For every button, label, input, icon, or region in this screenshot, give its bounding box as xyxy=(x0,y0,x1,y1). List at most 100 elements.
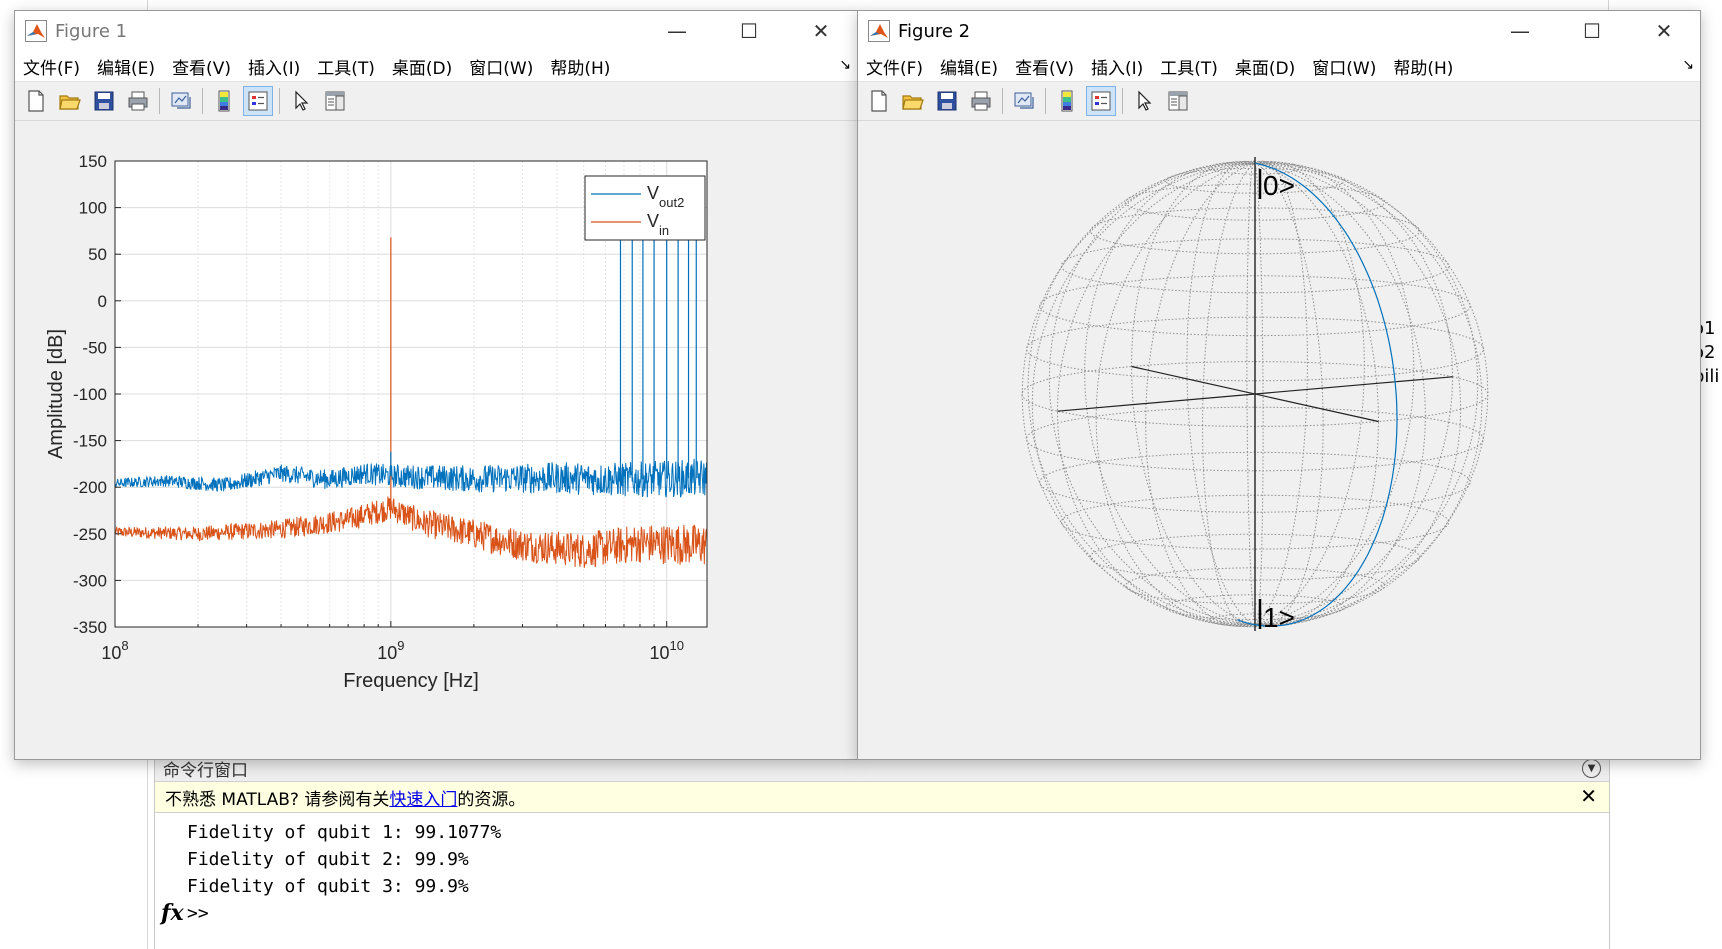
legend-button[interactable] xyxy=(1086,86,1116,116)
dock-icon[interactable]: ↘ xyxy=(839,57,851,73)
save-button[interactable] xyxy=(89,86,119,116)
x-axis-label: Frequency [Hz] xyxy=(343,670,479,692)
figure-1-titlebar[interactable]: Figure 1 — ☐ ✕ xyxy=(15,11,857,51)
y-tick-label: -150 xyxy=(73,432,107,451)
minimize-button[interactable]: — xyxy=(1510,19,1530,43)
latitude-line xyxy=(1208,160,1302,175)
y-tick-label: -50 xyxy=(82,338,107,357)
longitude-line xyxy=(1145,161,1365,627)
figure-2-titlebar[interactable]: Figure 2 — ☐ ✕ xyxy=(858,11,1700,51)
open-file-button[interactable] xyxy=(55,86,85,116)
colorbar-icon xyxy=(218,90,230,112)
close-icon[interactable]: ✕ xyxy=(1580,784,1597,808)
menu-edit[interactable]: 编辑(E) xyxy=(940,58,999,79)
menu-view[interactable]: 查看(V) xyxy=(1015,58,1074,79)
menu-window[interactable]: 窗口(W) xyxy=(469,58,534,79)
close-button[interactable]: ✕ xyxy=(1655,19,1673,43)
chevron-down-icon[interactable]: ▼ xyxy=(1582,759,1601,778)
link-plot-icon xyxy=(1014,92,1034,109)
command-prompt[interactable]: >> xyxy=(187,903,209,924)
command-window[interactable]: 命令行窗口 ▼ 不熟悉 MATLAB? 请参阅有关 快速入门 的资源。 ✕ Fide… xyxy=(154,755,1610,949)
latitude-line xyxy=(1125,183,1385,221)
menu-desktop[interactable]: 桌面(D) xyxy=(391,58,453,79)
open-file-icon xyxy=(59,95,81,110)
longitude-line xyxy=(1095,161,1415,627)
close-button[interactable]: ✕ xyxy=(812,19,830,43)
menu-file[interactable]: 文件(F) xyxy=(866,58,924,79)
window-title: Figure 1 xyxy=(55,20,128,42)
minimize-button[interactable]: — xyxy=(667,19,687,43)
save-icon xyxy=(937,91,957,111)
y-axis-label: Amplitude [dB] xyxy=(45,329,67,459)
pointer-button[interactable] xyxy=(286,86,316,116)
print-icon xyxy=(128,91,148,111)
output-line: Fidelity of qubit 3: 99.9% xyxy=(187,876,469,897)
figure-2-canvas[interactable]: 0> 1> xyxy=(858,121,1700,759)
colorbar-icon xyxy=(1061,90,1073,112)
series-0-line xyxy=(114,458,708,498)
command-window-title: 命令行窗口 xyxy=(163,760,248,781)
print-icon xyxy=(971,91,991,111)
property-editor-icon xyxy=(1168,91,1188,111)
maximize-button[interactable]: ☐ xyxy=(740,19,758,43)
menu-tools[interactable]: 工具(T) xyxy=(1160,58,1218,79)
ket-zero-label: 0> xyxy=(1263,170,1295,201)
property-editor-button[interactable] xyxy=(1163,86,1193,116)
new-figure-icon xyxy=(871,90,887,112)
pointer-button[interactable] xyxy=(1129,86,1159,116)
longitude-line xyxy=(1056,162,1454,626)
figure-2-window[interactable]: Figure 2 — ☐ ✕ 文件(F) 编辑(E) 查看(V) 插入(I) 工… xyxy=(857,10,1701,760)
maximize-button[interactable]: ☐ xyxy=(1583,19,1601,43)
series-1-line xyxy=(114,496,708,568)
menu-help[interactable]: 帮助(H) xyxy=(550,58,611,79)
y-tick-label: -250 xyxy=(73,525,107,544)
dock-icon[interactable]: ↘ xyxy=(1682,57,1694,73)
state-trajectory xyxy=(1236,162,1398,627)
banner-suffix: 的资源。 xyxy=(457,789,526,810)
y-tick-label: 100 xyxy=(79,199,107,218)
menu-edit[interactable]: 编辑(E) xyxy=(97,58,156,79)
menu-insert[interactable]: 插入(I) xyxy=(247,58,301,79)
pointer-icon xyxy=(1138,90,1152,111)
quick-start-link[interactable]: 快速入门 xyxy=(389,789,458,810)
longitude-line xyxy=(1202,160,1308,628)
figure-toolbar xyxy=(858,82,1700,121)
new-figure-button[interactable] xyxy=(864,86,894,116)
legend-button[interactable] xyxy=(243,86,273,116)
latitude-line xyxy=(1025,406,1485,472)
print-button[interactable] xyxy=(123,86,153,116)
menu-help[interactable]: 帮助(H) xyxy=(1393,58,1454,79)
y-tick-label: -300 xyxy=(73,571,107,590)
colorbar-button[interactable] xyxy=(1052,86,1082,116)
x-tick-label: 1010 xyxy=(649,638,684,663)
menu-file[interactable]: 文件(F) xyxy=(23,58,81,79)
menu-window[interactable]: 窗口(W) xyxy=(1312,58,1377,79)
property-editor-button[interactable] xyxy=(320,86,350,116)
legend-icon xyxy=(1091,91,1111,111)
command-output[interactable]: Fidelity of qubit 1: 99.1077% Fidelity of… xyxy=(155,813,1609,927)
menu-desktop[interactable]: 桌面(D) xyxy=(1234,58,1296,79)
legend-box xyxy=(584,175,706,241)
figure-menubar: 文件(F) 编辑(E) 查看(V) 插入(I) 工具(T) 桌面(D) 窗口(W… xyxy=(15,51,857,82)
save-button[interactable] xyxy=(932,86,962,116)
print-button[interactable] xyxy=(966,86,996,116)
figure-1-canvas[interactable]: 150 100 50 0 -50 -100 -150 -200 -250 -300 -350 108 1… xyxy=(15,121,857,759)
menu-insert[interactable]: 插入(I) xyxy=(1090,58,1144,79)
colorbar-button[interactable] xyxy=(209,86,239,116)
open-file-button[interactable] xyxy=(898,86,928,116)
new-figure-button[interactable] xyxy=(21,86,51,116)
longitude-line xyxy=(1031,162,1479,626)
link-plot-icon xyxy=(171,92,191,109)
menu-view[interactable]: 查看(V) xyxy=(172,58,231,79)
bloch-sphere[interactable]: 0> 1> xyxy=(858,121,1700,759)
window-title: Figure 2 xyxy=(898,20,971,42)
link-plot-button[interactable] xyxy=(166,86,196,116)
link-plot-button[interactable] xyxy=(1009,86,1039,116)
banner-prefix: 不熟悉 MATLAB? 请参阅有关 xyxy=(165,789,390,810)
figure-1-window[interactable]: Figure 1 — ☐ ✕ 文件(F) 编辑(E) 查看(V) 插入(I) 工… xyxy=(14,10,858,760)
y-tick-label: -100 xyxy=(73,385,107,404)
menu-tools[interactable]: 工具(T) xyxy=(317,58,375,79)
fx-icon[interactable]: fx xyxy=(161,900,184,926)
open-file-icon xyxy=(902,95,924,110)
